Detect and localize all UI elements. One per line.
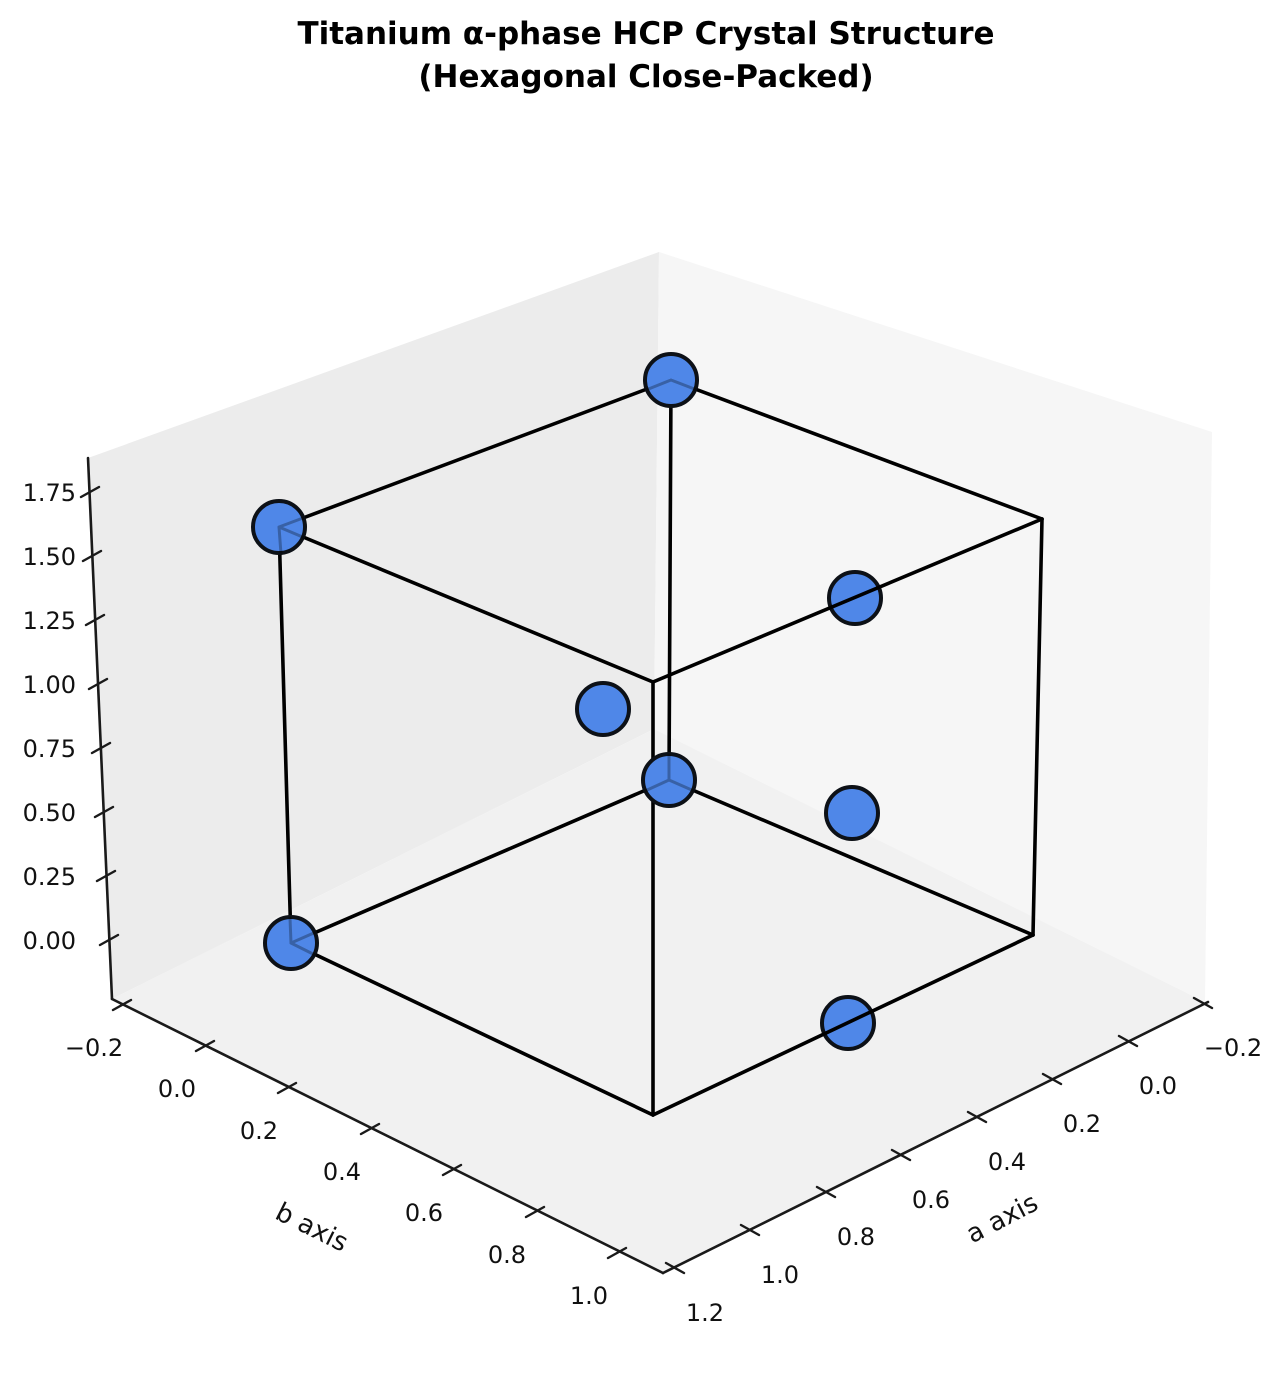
cell-edge-vertical-left (277, 525, 293, 945)
plot-title-line1: Titanium α-phase HCP Crystal Structure (297, 16, 994, 52)
atom-interior-b-layer (575, 681, 631, 737)
z-axis-ticks (79, 485, 120, 947)
cell-edge-bottom-back-right (667, 778, 1035, 937)
a-tick-label: 0.6 (912, 1186, 950, 1214)
b-tick-label: 0.4 (323, 1158, 361, 1186)
b-tick-label: 0.6 (405, 1199, 443, 1227)
z-tick-label: 0.75 (23, 735, 76, 763)
a-tick-label: −0.2 (1204, 1034, 1262, 1062)
b-tick-label: 0.8 (488, 1241, 526, 1269)
a-axis-spine (661, 1000, 1210, 1275)
cell-edge-top-back-left (277, 378, 673, 529)
a-tick-label: 1.0 (761, 1261, 799, 1289)
cell-edge-top-front-left (277, 525, 655, 684)
cell-edge-vertical-back (667, 378, 673, 782)
cell-edge-top-back-right (669, 378, 1044, 521)
a-tick-label: 0.8 (837, 1223, 875, 1251)
z-tick-label: 0.25 (23, 863, 76, 891)
atom-top-back-corner (643, 352, 699, 408)
z-tick-label: 1.50 (23, 543, 76, 571)
cell-edge-bottom-front-left (289, 941, 655, 1117)
b-axis-label: b axis (270, 1197, 352, 1258)
a-axis-ticks (664, 996, 1214, 1275)
cell-edge-bottom-back-left (289, 778, 671, 945)
z-tick-label: 1.25 (23, 607, 76, 635)
cell-edge-top-front-right (651, 517, 1044, 684)
a-tick-label: 1.2 (686, 1299, 724, 1327)
atom-bottom-left-corner (263, 915, 319, 971)
z-tick-label: 1.75 (23, 479, 76, 507)
pane-floor (112, 729, 1205, 1273)
z-tick-label: 0.00 (23, 927, 76, 955)
b-tick-label: 1.0 (570, 1282, 608, 1310)
a-tick-label: 0.0 (1139, 1072, 1177, 1100)
z-tick-label: 1.00 (23, 671, 76, 699)
edge-overlay-wedges (277, 378, 699, 957)
cell-edge-bottom-front-right (651, 933, 1035, 1117)
plot-title-line2: (Hexagonal Close-Packed) (418, 59, 873, 95)
b-tick-label: 0.2 (240, 1117, 278, 1145)
b-tick-label: 0.0 (158, 1075, 196, 1103)
b-tick-label: −0.2 (65, 1034, 123, 1062)
atom-right-face-middle (824, 785, 880, 841)
atom-top-left-corner (251, 499, 307, 555)
a-axis-label: a axis (962, 1188, 1044, 1250)
z-axis-spine (86, 456, 114, 1001)
unit-cell-edges (277, 378, 1044, 1117)
pane-right-wall (654, 252, 1212, 1002)
atom-bottom-back-corner (641, 752, 697, 808)
b-axis-ticks (111, 998, 628, 1260)
a-tick-label: 0.2 (1063, 1110, 1101, 1138)
cell-edge-vertical-right (1031, 517, 1044, 937)
z-tick-label: 0.50 (23, 799, 76, 827)
b-axis-spine (110, 997, 665, 1275)
a-tick-label: 0.4 (988, 1148, 1026, 1176)
